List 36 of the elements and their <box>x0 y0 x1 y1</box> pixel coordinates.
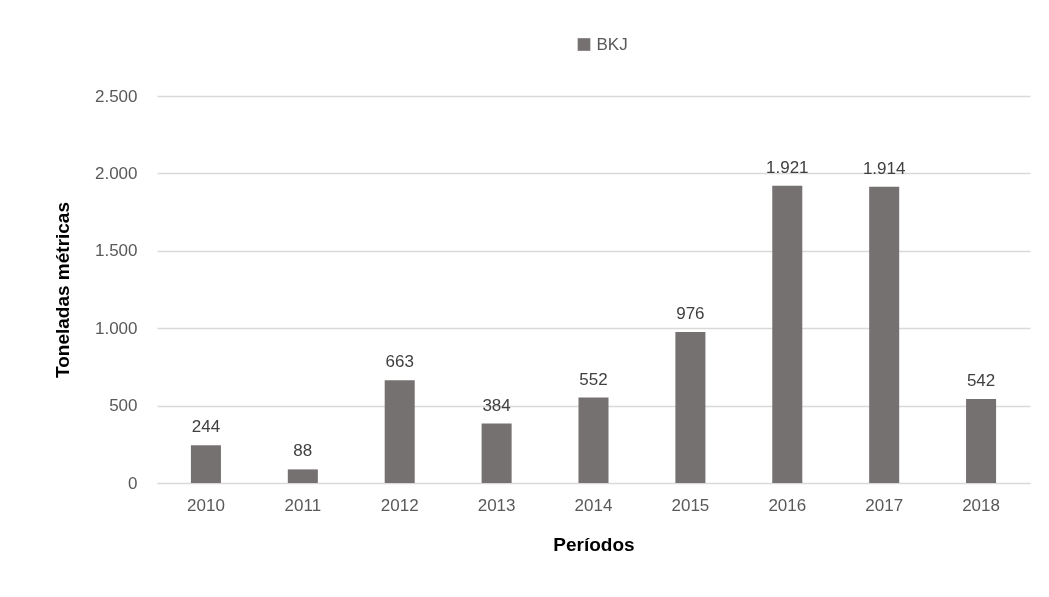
x-tick-label: 2010 <box>187 495 225 515</box>
data-label: 552 <box>579 369 608 389</box>
data-label: 663 <box>385 352 414 372</box>
data-label: 244 <box>191 417 221 437</box>
bar <box>481 423 512 483</box>
bar <box>869 186 900 483</box>
x-tick-label: 2012 <box>380 495 419 515</box>
x-tick-label: 2014 <box>574 495 613 515</box>
data-label: 1.914 <box>862 158 906 178</box>
y-tick-label: 2.500 <box>94 86 138 106</box>
x-tick-label: 2017 <box>865 495 904 515</box>
bar <box>384 380 415 483</box>
x-tick-label: 2011 <box>284 495 322 515</box>
y-tick-label: 0 <box>128 473 138 493</box>
x-tick-label: 2015 <box>671 495 710 515</box>
y-tick-label: 1.000 <box>94 318 138 338</box>
bar <box>287 469 318 483</box>
legend-label: BKJ <box>596 34 628 54</box>
x-axis-title: Períodos <box>553 533 635 555</box>
data-label: 384 <box>482 395 511 415</box>
bar <box>675 331 706 483</box>
x-tick-label: 2018 <box>962 495 1000 515</box>
x-tick-label: 2016 <box>768 495 807 515</box>
data-label: 1.921 <box>766 157 809 177</box>
bar <box>578 397 609 483</box>
y-axis-title: Toneladas métricas <box>51 201 73 379</box>
bar <box>772 185 803 483</box>
bar <box>190 445 221 483</box>
y-tick-label: 2.000 <box>94 163 138 183</box>
x-tick-label: 2013 <box>477 495 516 515</box>
data-label: 976 <box>676 303 705 323</box>
data-label: 542 <box>966 371 996 391</box>
bar <box>966 399 997 483</box>
y-tick-label: 1.500 <box>94 241 138 261</box>
data-label: 88 <box>293 441 313 461</box>
y-tick-label: 500 <box>109 396 138 416</box>
